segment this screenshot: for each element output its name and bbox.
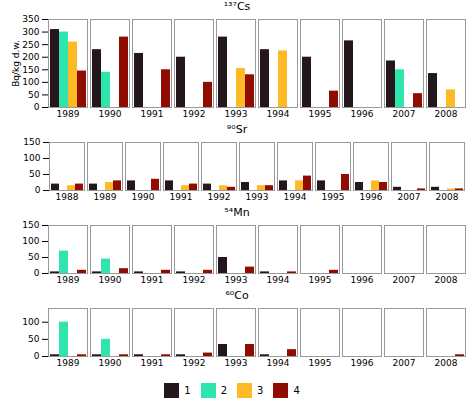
- svg-text:1990: 1990: [99, 358, 122, 368]
- html-text:¹³⁷Cs: ¹³⁷Cs: [223, 0, 251, 13]
- svg-text:1995: 1995: [322, 192, 345, 202]
- svg-text:50: 50: [28, 90, 40, 100]
- svg-text:1994: 1994: [267, 275, 290, 285]
- svg-text:1992: 1992: [183, 109, 206, 119]
- svg-text:1996: 1996: [360, 192, 383, 202]
- html-text:3: 3: [257, 385, 264, 396]
- svg-text:1995: 1995: [309, 275, 332, 285]
- svg-text:1991: 1991: [141, 275, 164, 285]
- svg-text:350: 350: [22, 14, 39, 24]
- svg-text:50: 50: [28, 334, 40, 344]
- svg-text:2008: 2008: [435, 358, 458, 368]
- svg-text:2007: 2007: [393, 109, 416, 119]
- svg-text:50: 50: [29, 169, 41, 179]
- html-text:⁵⁴Mn: ⁵⁴Mn: [224, 206, 250, 219]
- svg-text:1991: 1991: [141, 358, 164, 368]
- svg-text:1989: 1989: [94, 192, 117, 202]
- svg-text:1991: 1991: [170, 192, 193, 202]
- svg-text:1996: 1996: [351, 109, 374, 119]
- svg-text:1990: 1990: [99, 109, 122, 119]
- svg-text:1992: 1992: [183, 275, 206, 285]
- svg-text:1989: 1989: [57, 275, 80, 285]
- svg-text:300: 300: [22, 27, 39, 37]
- svg-text:2007: 2007: [393, 275, 416, 285]
- svg-text:0: 0: [34, 268, 40, 278]
- svg-text:1996: 1996: [351, 275, 374, 285]
- svg-text:1990: 1990: [132, 192, 155, 202]
- html-text:1: 1: [184, 385, 191, 396]
- svg-text:150: 150: [22, 65, 39, 75]
- svg-text:1991: 1991: [141, 109, 164, 119]
- svg-text:2007: 2007: [393, 358, 416, 368]
- svg-text:150: 150: [23, 137, 40, 147]
- svg-text:150: 150: [22, 220, 39, 230]
- svg-text:1994: 1994: [267, 109, 290, 119]
- svg-text:0: 0: [35, 185, 41, 195]
- svg-text:1988: 1988: [56, 192, 79, 202]
- svg-text:1993: 1993: [246, 192, 269, 202]
- svg-text:1989: 1989: [57, 358, 80, 368]
- svg-text:1993: 1993: [225, 109, 248, 119]
- html-text:2: 2: [220, 385, 227, 396]
- svg-text:50: 50: [28, 252, 40, 262]
- svg-text:0: 0: [34, 351, 40, 361]
- svg-text:Bq/kg d.w.: Bq/kg d.w.: [11, 40, 21, 87]
- svg-text:1994: 1994: [267, 358, 290, 368]
- svg-text:1992: 1992: [208, 192, 231, 202]
- svg-text:1995: 1995: [309, 358, 332, 368]
- svg-text:100: 100: [22, 317, 39, 327]
- svg-text:100: 100: [22, 236, 39, 246]
- svg-text:100: 100: [23, 153, 40, 163]
- svg-text:250: 250: [22, 40, 39, 50]
- svg-text:1993: 1993: [225, 275, 248, 285]
- html-text:4: 4: [293, 385, 300, 396]
- svg-text:0: 0: [34, 102, 40, 112]
- svg-text:1993: 1993: [225, 358, 248, 368]
- svg-text:100: 100: [22, 77, 39, 87]
- svg-text:200: 200: [22, 52, 39, 62]
- svg-text:1994: 1994: [284, 192, 307, 202]
- svg-text:1992: 1992: [183, 358, 206, 368]
- svg-text:2008: 2008: [435, 109, 458, 119]
- svg-text:1990: 1990: [99, 275, 122, 285]
- svg-text:2008: 2008: [436, 192, 459, 202]
- html-text:⁶⁰Co: ⁶⁰Co: [225, 289, 249, 302]
- svg-text:2008: 2008: [435, 275, 458, 285]
- svg-text:1995: 1995: [309, 109, 332, 119]
- svg-text:1996: 1996: [351, 358, 374, 368]
- svg-text:1989: 1989: [57, 109, 80, 119]
- svg-text:2007: 2007: [398, 192, 421, 202]
- html-text:⁹⁰Sr: ⁹⁰Sr: [226, 123, 248, 136]
